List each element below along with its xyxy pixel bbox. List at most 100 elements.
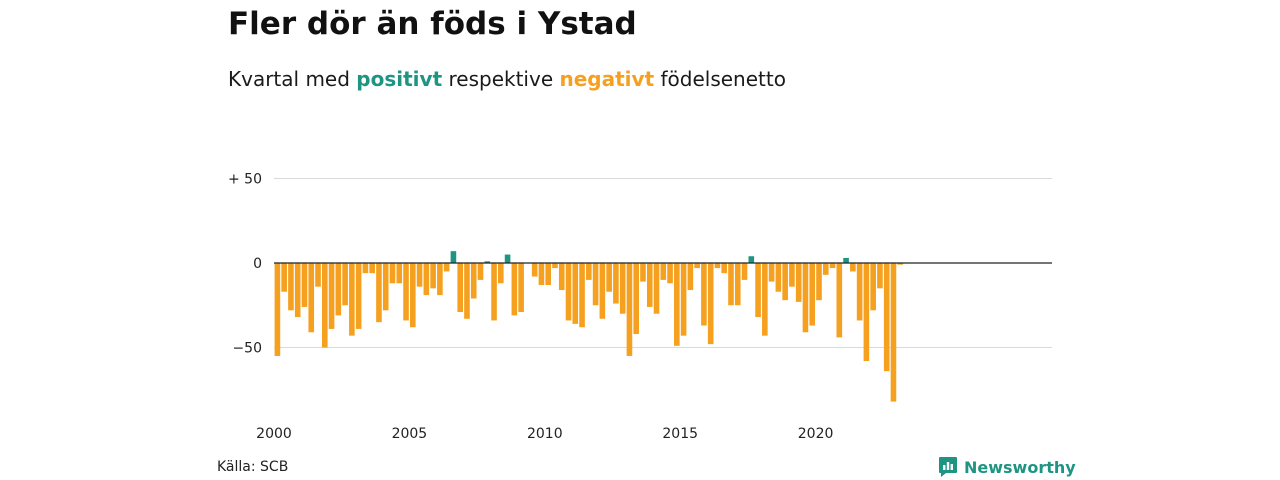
bar: 2006 Q3: 7: [450, 251, 457, 263]
bar: 2014 Q1: -30: [653, 263, 660, 314]
bar: 2017 Q1: -25: [734, 263, 741, 306]
bar: 2009 Q4: -13: [538, 263, 545, 285]
bar: 2003 Q4: -35: [376, 263, 382, 323]
bar: 2000 Q3: -28: [288, 263, 294, 311]
bar: 2007 Q4: 1: [484, 261, 491, 263]
bar: 2015 Q1: -43: [680, 263, 687, 336]
bar: 2020 Q4: -44: [836, 263, 843, 338]
bar: 2010 Q2: -3: [552, 263, 558, 269]
bar: 2006 Q4: -29: [457, 263, 463, 313]
bar: 2017 Q3: 4: [748, 256, 755, 263]
bar: 2002 Q3: -25: [342, 263, 348, 306]
bar: 2000 Q1: -55: [274, 263, 281, 356]
bar: 2003 Q1: -39: [355, 263, 362, 329]
bar: 2007 Q2: -21: [470, 263, 477, 299]
bar: 2022 Q2: -15: [877, 263, 883, 289]
bar: 2013 Q1: -55: [626, 263, 633, 356]
bar-chart-badge-icon: [939, 457, 957, 477]
source-note: Källa: SCB: [217, 459, 289, 475]
bar: 2002 Q2: -31: [335, 263, 342, 316]
bar-layer: 2000 Q1: -552000 Q2: -172000 Q3: -282000…: [274, 251, 904, 402]
bar: 2020 Q3: -3: [829, 263, 836, 269]
bar: 2003 Q2: -6: [362, 263, 369, 274]
bar: 2001 Q4: -50: [321, 263, 328, 348]
bar: 2011 Q3: -10: [586, 263, 592, 280]
bar: 2000 Q2: -17: [281, 263, 287, 292]
bar: 2021 Q2: -5: [850, 263, 856, 272]
bar: 2014 Q3: -12: [667, 263, 673, 284]
bar: 2004 Q2: -12: [389, 263, 396, 284]
bar: 2001 Q1: -26: [301, 263, 308, 307]
bar: 2005 Q2: -14: [416, 263, 423, 287]
bar: 2007 Q1: -33: [464, 263, 470, 319]
x-tick-label: 2005: [392, 426, 428, 442]
bar: 2017 Q2: -10: [741, 263, 748, 280]
subtitle-prefix: Kvartal med: [228, 67, 350, 91]
bar: 2004 Q3: -12: [396, 263, 403, 284]
bar: 2001 Q2: -41: [308, 263, 315, 333]
bar: 2006 Q2: -5: [443, 263, 450, 272]
bar: 2005 Q3: -19: [423, 263, 430, 296]
bar: 2011 Q1: -36: [572, 263, 579, 324]
brand-name: Newsworthy: [964, 457, 1076, 477]
axis-layer: + 50 0 −50 2000 2005 2010 2015 2020: [228, 172, 1052, 442]
grid-layer: [274, 178, 1052, 348]
bar: 2014 Q4: -49: [674, 263, 680, 346]
bar: 2008 Q3: 5: [504, 254, 511, 263]
bar: 2023 Q1: -1: [897, 263, 904, 265]
bar: 2018 Q3: -17: [775, 263, 782, 292]
bar: 2013 Q3: -11: [640, 263, 646, 282]
bar: 2009 Q1: -29: [518, 263, 524, 313]
bar: 2012 Q2: -17: [606, 263, 612, 292]
bar: 2013 Q2: -42: [633, 263, 640, 334]
x-tick-label: 2010: [527, 426, 563, 442]
bar: 2015 Q3: -3: [694, 263, 700, 269]
bar: 2013 Q4: -26: [646, 263, 653, 307]
bar: 2020 Q2: -7: [822, 263, 829, 275]
bar: 2002 Q4: -43: [349, 263, 355, 336]
bar: 2008 Q4: -31: [511, 263, 518, 316]
bar: 2022 Q3: -64: [883, 263, 890, 372]
bar: 2012 Q1: -33: [599, 263, 606, 319]
bar: 2010 Q4: -34: [565, 263, 572, 321]
bar: 2008 Q2: -12: [498, 263, 504, 284]
bar: 2015 Q2: -16: [687, 263, 694, 291]
y-tick-label: 0: [253, 256, 262, 272]
x-tick-label: 2015: [662, 426, 698, 442]
bar: 2004 Q4: -34: [403, 263, 409, 321]
bar: 2021 Q4: -58: [863, 263, 870, 362]
bar: 2019 Q1: -14: [789, 263, 795, 287]
bar: 2018 Q2: -11: [768, 263, 775, 282]
bar: 2011 Q2: -38: [579, 263, 585, 328]
bar: 2009 Q3: -8: [531, 263, 538, 277]
bar: 2006 Q1: -19: [437, 263, 443, 296]
chart-title: Fler dör än föds i Ystad: [228, 6, 637, 42]
bar: 2000 Q4: -32: [294, 263, 301, 318]
subtitle-suffix: födelsenetto: [660, 67, 786, 91]
bar: 2010 Q3: -16: [558, 263, 565, 291]
bar: 2016 Q4: -25: [728, 263, 734, 306]
bar: 2007 Q3: -10: [477, 263, 484, 280]
subtitle-positive-keyword: positivt: [356, 67, 443, 91]
subtitle-middle: respektive: [448, 67, 554, 91]
bar: 2004 Q1: -28: [382, 263, 389, 311]
bar: 2012 Q4: -30: [619, 263, 626, 314]
chart-subtitle: Kvartal med positivt respektive negativt…: [228, 67, 786, 91]
y-tick-label: −50: [232, 341, 262, 357]
bar: 2021 Q1: 3: [843, 257, 849, 263]
brand-logo: Newsworthy: [938, 456, 1076, 478]
bar: 2005 Q4: -15: [430, 263, 436, 289]
bar: 2022 Q4: -82: [890, 263, 897, 402]
bar: 2016 Q1: -48: [707, 263, 714, 345]
bar: 2005 Q1: -38: [410, 263, 416, 328]
bar: 2018 Q1: -43: [762, 263, 768, 336]
bar: 2020 Q1: -22: [816, 263, 822, 301]
bar: 2010 Q1: -13: [545, 263, 551, 285]
bar: 2018 Q4: -22: [782, 263, 788, 301]
bar: 2019 Q2: -23: [795, 263, 802, 302]
bar: 2022 Q1: -28: [870, 263, 876, 311]
bar: 2008 Q1: -34: [491, 263, 497, 321]
bar: 2021 Q3: -34: [856, 263, 863, 321]
bar: 2016 Q2: -3: [714, 263, 721, 269]
